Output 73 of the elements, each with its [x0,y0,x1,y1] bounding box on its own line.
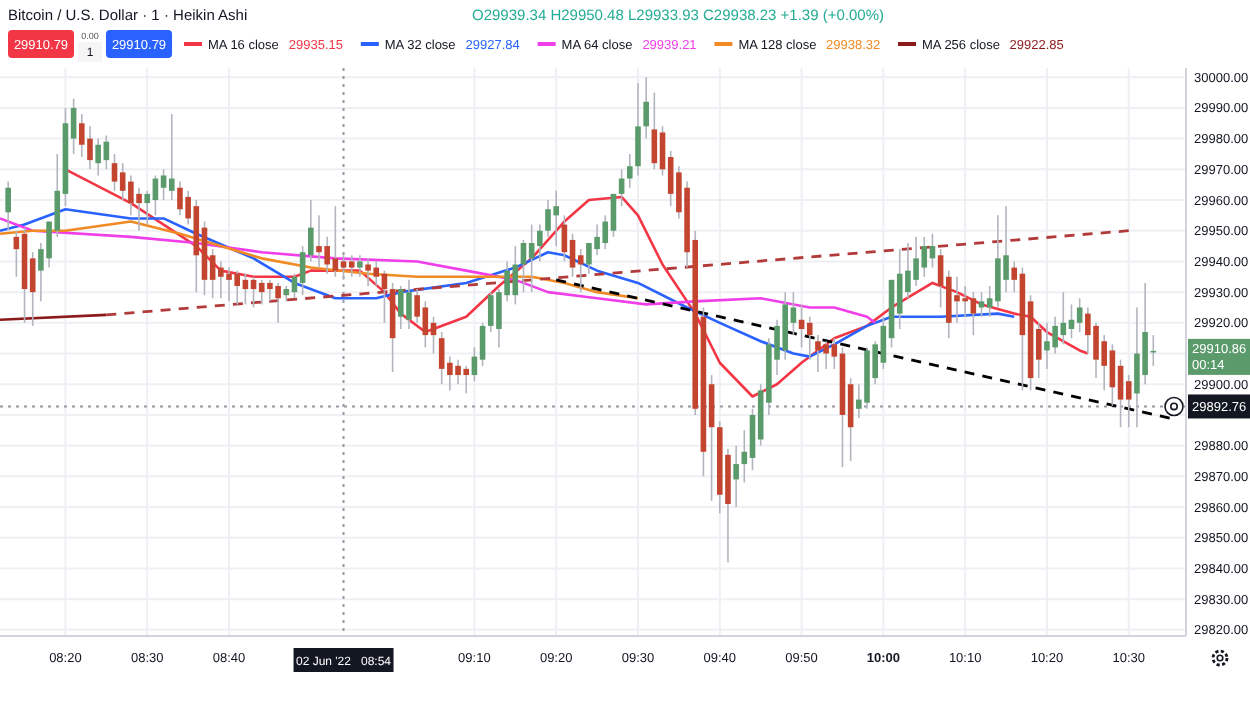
candlestick [553,190,559,247]
candlestick [643,76,649,140]
candlestick [275,282,281,324]
line-series [0,207,1016,358]
candlestick [1125,374,1132,429]
candlestick [1044,322,1050,370]
candlestick [95,137,101,177]
candlestick [128,174,134,217]
candlestick [1085,306,1091,355]
candlestick [438,331,445,386]
candlestick [324,236,330,275]
candlestick [136,186,142,232]
candlestick [87,125,93,171]
candlestick [1109,343,1116,407]
candlestick [913,236,919,287]
candlestick [995,214,1001,309]
candlestick [577,248,584,293]
line-series [0,220,640,300]
candlestick [422,300,429,349]
candlestick [635,82,641,177]
candlestick [586,242,592,275]
candlestick [512,245,519,306]
candlestick [160,168,167,201]
candlestick [594,223,600,257]
candlestick [218,260,224,300]
candlestick [823,340,829,370]
candlestick [463,365,470,395]
candlestick [651,91,658,171]
candlestick [111,153,118,192]
candlestick [537,223,543,263]
candlestick [373,260,380,287]
candlestick [332,205,339,278]
candlestick [226,266,232,303]
candlestick [970,291,977,336]
candlestick [962,285,968,318]
line-series [0,217,877,325]
candlestick [569,232,576,278]
candlestick [406,279,412,330]
candlestick [1093,322,1099,379]
candlestick [815,334,821,373]
candlestick [397,285,404,330]
candlestick [1142,282,1148,386]
candlestick [487,291,494,333]
candlestick [316,214,322,269]
candlestick [455,358,461,386]
candlestick [177,180,183,217]
candlestick [782,291,789,361]
candlestick [921,236,928,278]
candlestick [340,254,347,281]
candlestick [627,153,633,189]
candlestick [78,113,85,158]
candlestick [479,322,486,367]
candlestick [365,257,371,287]
candlestick [1003,205,1009,293]
candlestick [234,269,240,306]
candlestick [348,254,355,278]
candlestick [733,444,739,508]
candlestick [119,162,126,201]
candlestick [258,279,265,306]
candlestick [610,193,617,238]
candlestick [357,254,363,278]
candlestick [1076,297,1083,333]
candlestick [1052,315,1058,355]
candlestick [168,113,175,201]
candlestick [1101,334,1108,392]
candlestick [267,279,273,303]
candlestick [1134,306,1140,429]
candlestick [5,180,11,232]
candlestick [806,315,813,361]
candlestick [1117,358,1124,429]
candlestick [896,248,903,330]
candlestick [954,275,960,324]
candlestick [545,199,551,238]
